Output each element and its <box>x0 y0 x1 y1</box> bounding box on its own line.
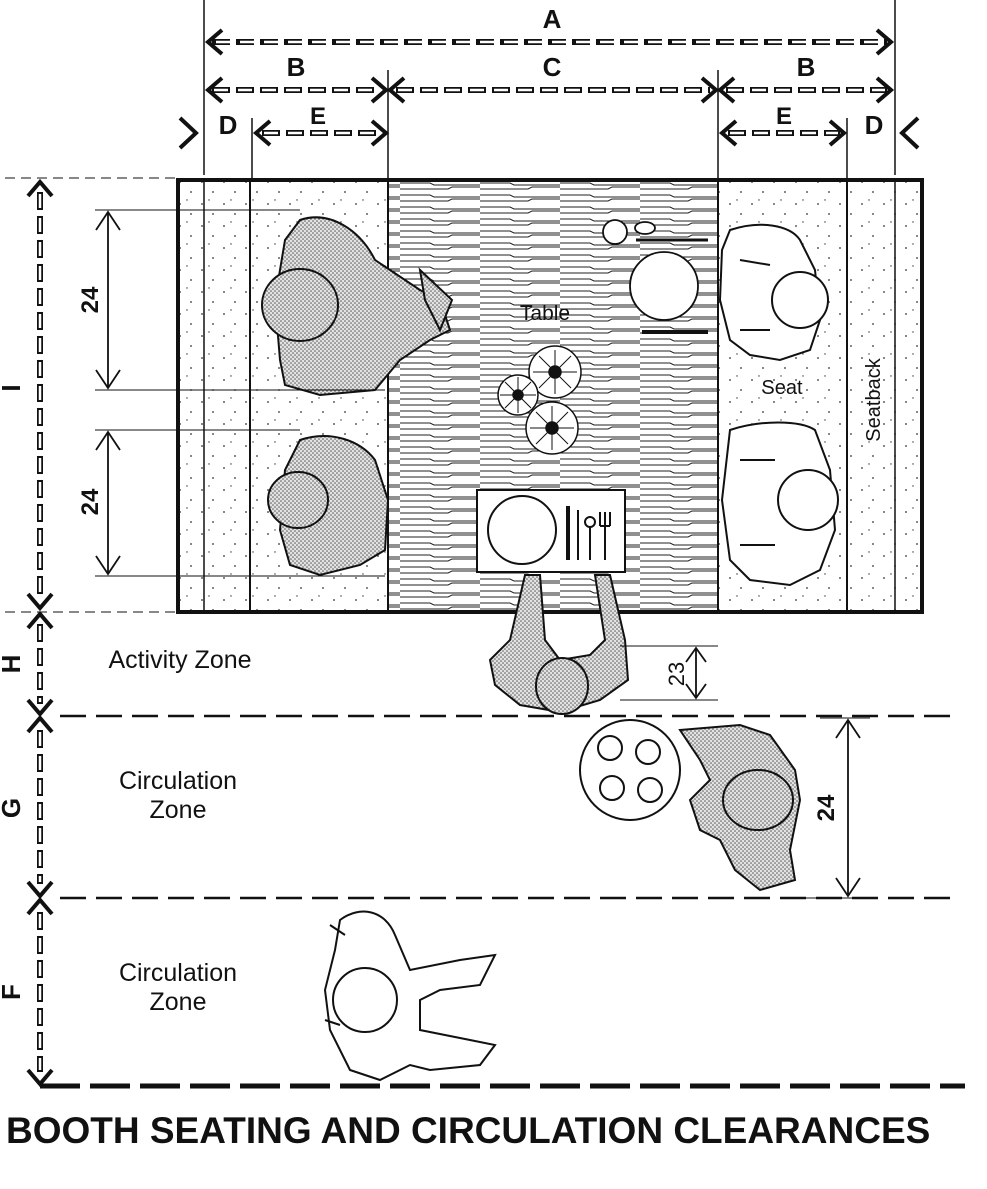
dimension-line-I <box>26 178 54 612</box>
dim-label-G: G <box>0 798 26 818</box>
place-setting-top-right <box>602 219 708 334</box>
dim-label-H: H <box>0 655 26 674</box>
diagram-title: BOOTH SEATING AND CIRCULATION CLEARANCES <box>6 1110 931 1151</box>
chair-person-activity-zone <box>488 574 630 715</box>
measurement-activity-zone: 23 <box>664 662 689 686</box>
dimension-line-B-left <box>204 76 390 104</box>
dim-label-C: C <box>543 52 562 82</box>
dim-label-D-right: D <box>865 110 884 140</box>
measurement-circulation-zone: 24 <box>813 794 840 821</box>
dimension-line-G <box>26 714 54 900</box>
dim-label-B-left: B <box>287 52 306 82</box>
dim-label-I: I <box>0 384 26 391</box>
dimension-line-C <box>386 76 720 104</box>
measurement-seat-lower: 24 <box>77 488 104 515</box>
dim-label-F: F <box>0 984 26 1000</box>
table-label: Table <box>520 302 570 325</box>
waiter-with-tray <box>579 719 802 892</box>
walking-person <box>323 910 497 1082</box>
left-seatback <box>177 179 251 613</box>
inch-dimensions <box>95 210 861 898</box>
place-mat <box>476 489 626 573</box>
seatback-label: Seatback <box>863 357 885 441</box>
right-seatback <box>846 179 923 613</box>
dim-label-A: A <box>543 4 562 34</box>
seated-person-left-upper <box>261 216 454 397</box>
dimension-line-E-left <box>252 119 390 147</box>
zone-boundaries <box>5 177 965 1089</box>
vertical-dimensions <box>26 178 54 1088</box>
dimension-line-A <box>204 28 895 56</box>
dimension-line-E-right <box>718 119 848 147</box>
dim-label-E-right: E <box>776 103 792 130</box>
circulation-zone-1-line1: Circulation <box>119 767 237 795</box>
seated-person-right-upper <box>718 223 829 362</box>
seat-label: Seat <box>761 377 803 399</box>
measurement-seat-upper: 24 <box>77 286 104 313</box>
activity-zone-label: Activity Zone <box>108 646 251 674</box>
seated-person-left-lower <box>267 435 390 577</box>
dim-label-D-left: D <box>219 110 238 140</box>
dimension-line-F <box>26 896 54 1088</box>
dimension-marker-D-right <box>899 116 920 150</box>
circulation-zone-2-line1: Circulation <box>119 959 237 987</box>
centerpiece-flowers <box>497 345 582 455</box>
dimension-line-H <box>26 610 54 718</box>
dimension-line-B-right <box>716 76 895 104</box>
booth-plan-diagram: A B C B D E E D <box>0 0 965 1089</box>
dim-label-B-right: B <box>797 52 816 82</box>
horizontal-dimensions <box>178 0 920 180</box>
circulation-zone-2-line2: Zone <box>150 988 207 1016</box>
dimension-marker-D-left <box>178 116 199 150</box>
seated-person-right-lower <box>720 421 839 587</box>
circulation-zone-1-line2: Zone <box>150 796 207 824</box>
dim-label-E-left: E <box>310 103 326 130</box>
